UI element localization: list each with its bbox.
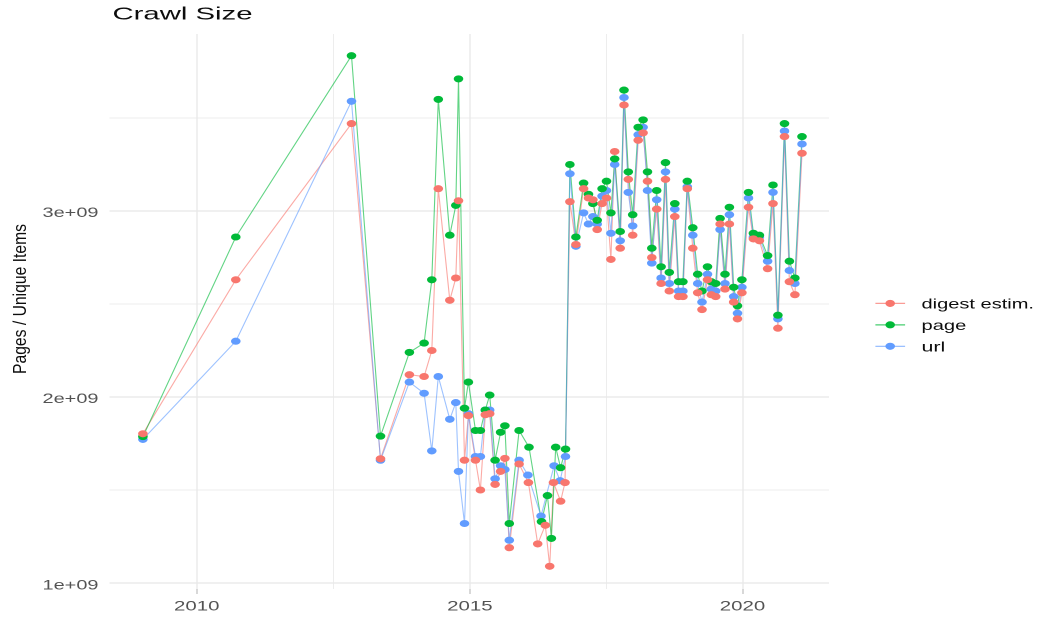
svg-text:2015: 2015 xyxy=(447,599,493,614)
svg-text:digest estim.: digest estim. xyxy=(922,296,1035,312)
svg-text:1e+09: 1e+09 xyxy=(43,577,99,592)
svg-text:2010: 2010 xyxy=(174,599,220,614)
svg-text:url: url xyxy=(922,339,946,355)
svg-text:2020: 2020 xyxy=(720,599,766,614)
svg-text:page: page xyxy=(922,317,967,333)
svg-text:2e+09: 2e+09 xyxy=(43,391,99,406)
svg-text:Crawl Size: Crawl Size xyxy=(113,4,253,24)
svg-text:3e+09: 3e+09 xyxy=(43,205,99,220)
svg-text:Pages / Unique Items: Pages / Unique Items xyxy=(10,224,31,374)
